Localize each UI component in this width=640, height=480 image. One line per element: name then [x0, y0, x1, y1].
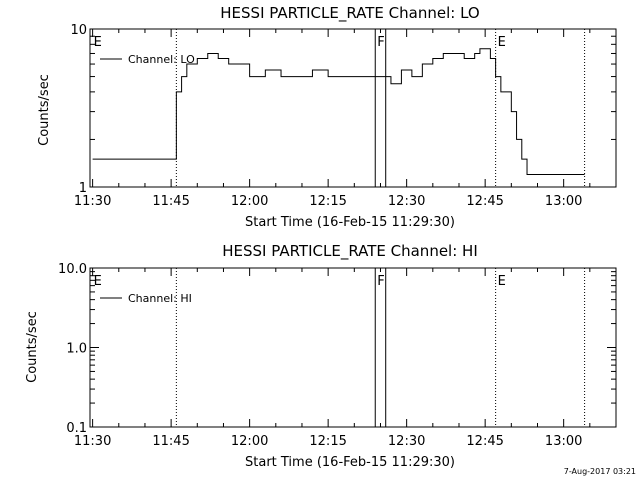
- x-tick-label: 11:30: [74, 434, 111, 449]
- event-marker-label: E: [94, 35, 102, 50]
- y-tick-label: 10: [70, 23, 87, 38]
- x-tick-label: 12:15: [309, 194, 346, 209]
- x-tick-label: 13:00: [545, 434, 582, 449]
- event-marker-label: F: [377, 274, 384, 289]
- y-tick-label: 10.0: [58, 262, 87, 277]
- x-tick-label: 12:15: [309, 434, 346, 449]
- event-marker-label: E: [498, 274, 506, 289]
- panel-lo: HESSI PARTICLE_RATE Channel: LO Start Ti…: [37, 4, 617, 230]
- x-tick-label: 12:30: [388, 434, 425, 449]
- chart-title-lo: HESSI PARTICLE_RATE Channel: LO: [220, 4, 479, 23]
- event-marker-label: E: [498, 35, 506, 50]
- x-tick-label: 12:00: [231, 194, 268, 209]
- x-tick-label: 12:45: [466, 434, 503, 449]
- plot-frame: [89, 28, 617, 188]
- legend-label-hi: Channel: HI: [128, 292, 192, 305]
- chart-title-hi: HESSI PARTICLE_RATE Channel: HI: [222, 242, 478, 261]
- series-line-lo: [92, 48, 585, 175]
- x-tick-label: 12:45: [466, 194, 503, 209]
- x-axis-label-lo: Start Time (16-Feb-15 11:29:30): [245, 215, 455, 230]
- x-tick-label: 12:30: [388, 194, 425, 209]
- panel-hi: HESSI PARTICLE_RATE Channel: HI Start Ti…: [25, 242, 617, 470]
- y-axis-label-hi: Counts/sec: [25, 311, 40, 383]
- y-axis-label-lo: Counts/sec: [37, 74, 52, 146]
- y-tick-label: 1: [79, 181, 87, 196]
- x-axis-label-hi: Start Time (16-Feb-15 11:29:30): [245, 455, 455, 470]
- y-tick-label: 1.0: [66, 342, 87, 357]
- x-tick-label: 13:00: [545, 194, 582, 209]
- y-tick-label: 0.1: [66, 421, 87, 436]
- x-tick-label: 11:45: [152, 194, 189, 209]
- event-marker-label: F: [377, 35, 384, 50]
- event-marker-label: E: [94, 274, 102, 289]
- x-tick-label: 11:30: [74, 194, 111, 209]
- x-tick-label: 11:45: [152, 434, 189, 449]
- legend-label-lo: Channel: LO: [128, 53, 195, 66]
- footer-timestamp: 7-Aug-2017 03:21: [564, 467, 636, 476]
- x-tick-label: 12:00: [231, 434, 268, 449]
